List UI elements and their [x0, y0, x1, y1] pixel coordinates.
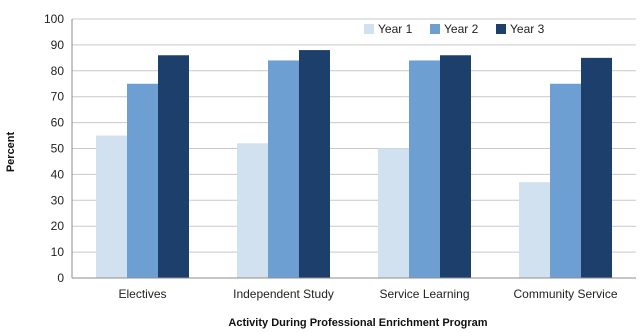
- bar-year-2: [409, 60, 440, 278]
- bar-year-3: [440, 55, 471, 279]
- y-tick-label: 0: [57, 271, 64, 285]
- y-tick-label: 90: [51, 38, 65, 52]
- bar-year-3: [299, 50, 330, 278]
- y-tick-label: 60: [51, 116, 65, 130]
- legend-swatch: [364, 24, 374, 34]
- bar-year-2: [127, 83, 158, 278]
- x-tick-label: Independent Study: [233, 287, 334, 301]
- legend: Year 1 Year 2 Year 3: [364, 22, 545, 36]
- bar-year-1: [378, 148, 409, 278]
- bar-year-3: [158, 55, 189, 279]
- x-axis-labels: Electives Independent Study Service Learni…: [118, 287, 617, 301]
- y-axis-title: Percent: [5, 131, 17, 172]
- legend-swatch: [496, 24, 506, 34]
- legend-label: Year 3: [510, 22, 545, 36]
- y-tick-label: 100: [44, 12, 64, 26]
- legend-swatch: [430, 24, 440, 34]
- bars: [96, 50, 612, 279]
- bar-year-2: [550, 83, 581, 278]
- y-tick-label: 80: [51, 64, 65, 78]
- y-tick-label: 50: [51, 142, 65, 156]
- bar-year-1: [96, 135, 127, 278]
- y-tick-label: 10: [51, 245, 65, 259]
- legend-label: Year 2: [444, 22, 479, 36]
- y-axis-ticks: 0 10 20 30 40 50 60 70 80 90 100: [44, 12, 64, 285]
- bar-year-1: [519, 182, 550, 278]
- y-tick-label: 30: [51, 193, 65, 207]
- x-tick-label: Community Service: [513, 287, 617, 301]
- x-tick-label: Electives: [118, 287, 166, 301]
- y-tick-label: 20: [51, 219, 65, 233]
- x-tick-label: Service Learning: [379, 287, 469, 301]
- bar-year-1: [237, 143, 268, 278]
- bar-year-3: [581, 57, 612, 278]
- y-tick-label: 40: [51, 167, 65, 181]
- x-axis-title: Activity During Professional Enrichment …: [228, 317, 487, 329]
- y-tick-label: 70: [51, 90, 65, 104]
- legend-label: Year 1: [378, 22, 413, 36]
- bar-year-2: [268, 60, 299, 278]
